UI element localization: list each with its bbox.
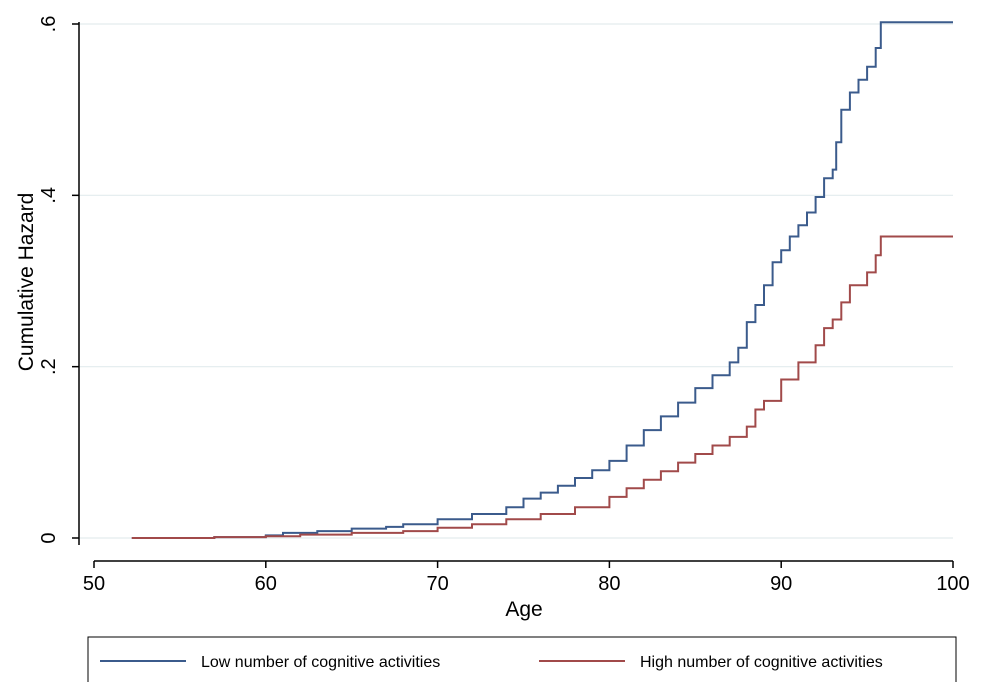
x-tick-label: 80 (598, 573, 620, 595)
y-axis-title: Cumulative Hazard (15, 193, 38, 372)
series-line-high-activities (131, 235, 953, 539)
y-axis-ticks: 0 .2 .4 .6 (38, 16, 79, 544)
x-axis-ticks: 50 60 70 80 90 100 (83, 561, 970, 595)
legend: Low number of cognitive activities High n… (87, 636, 957, 682)
legend-box (87, 636, 957, 682)
x-tick-label: 60 (255, 573, 277, 595)
x-tick-label: 90 (770, 573, 792, 595)
x-tick-label: 70 (426, 573, 448, 595)
legend-label-0: Low number of cognitive activities (201, 654, 440, 671)
x-axis-title: Age (505, 598, 542, 621)
axes (78, 22, 953, 562)
series-lines (131, 21, 953, 539)
gridlines (79, 23, 953, 539)
y-tick-label: .6 (38, 16, 60, 33)
x-tick-label: 50 (83, 573, 105, 595)
y-tick-label: 0 (38, 532, 60, 543)
legend-label-1: High number of cognitive activities (640, 654, 883, 671)
series-line-low-activities (131, 21, 953, 539)
x-tick-label: 100 (936, 573, 969, 595)
y-tick-label: .4 (38, 187, 60, 204)
y-tick-label: .2 (38, 358, 60, 375)
